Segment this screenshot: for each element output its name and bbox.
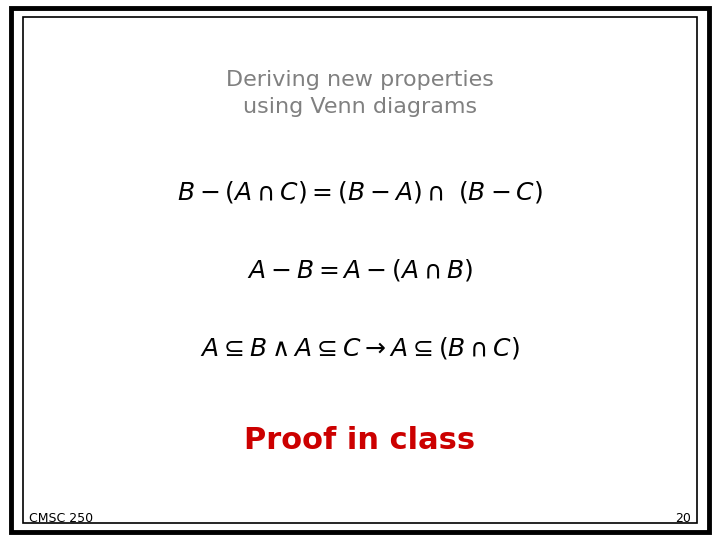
- FancyBboxPatch shape: [11, 8, 709, 532]
- Text: $A\subseteq B\wedge A\subseteq C\rightarrow A\subseteq (B\cap C)$: $A\subseteq B\wedge A\subseteq C\rightar…: [200, 335, 520, 361]
- Text: CMSC 250: CMSC 250: [29, 512, 93, 525]
- Text: Deriving new properties
using Venn diagrams: Deriving new properties using Venn diagr…: [226, 70, 494, 117]
- Text: Proof in class: Proof in class: [244, 426, 476, 455]
- Text: $A-B=A-(A\cap B)$: $A-B=A-(A\cap B)$: [247, 257, 473, 283]
- Text: 20: 20: [675, 512, 691, 525]
- Text: $B-(A\cap C)=(B-A)\cap\ (B-C)$: $B-(A\cap C)=(B-A)\cap\ (B-C)$: [177, 179, 543, 205]
